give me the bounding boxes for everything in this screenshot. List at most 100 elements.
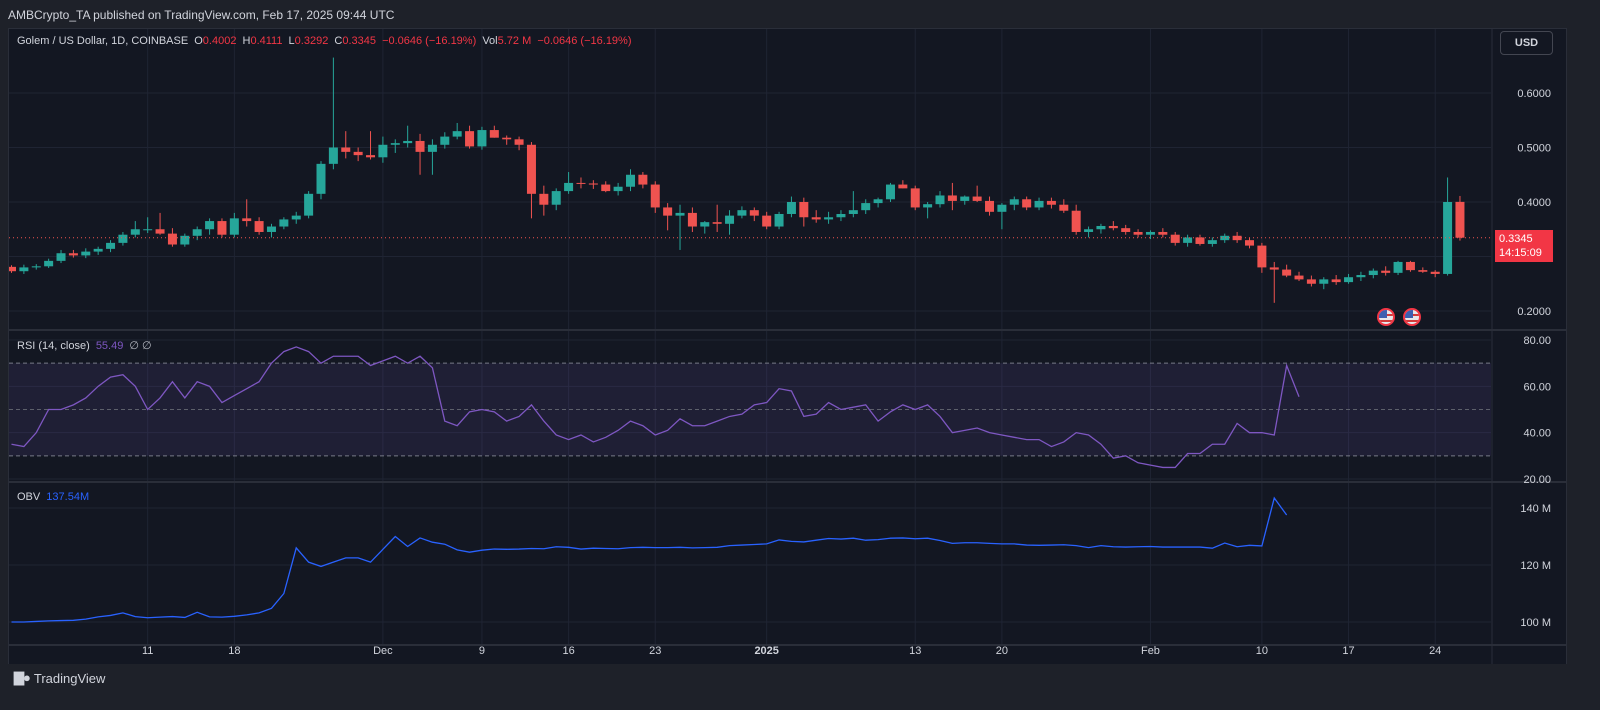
currency-button[interactable]: USD [1500,31,1553,55]
rsi-legend[interactable]: RSI (14, close) 55.49 ∅ ∅ [17,339,155,352]
candle-body [106,242,116,249]
x-axis-label: 18 [228,645,240,657]
candle-body [167,233,177,245]
candle-body [266,226,276,232]
bar-countdown: 14:15:09 [1499,247,1542,259]
candle-body [81,251,91,256]
obv-value: 137.54M [46,491,90,503]
candle-body [1096,225,1106,230]
bottom-bar [0,664,1600,710]
volume-change: −0.0646 (−16.19%) [537,35,632,47]
candle-body [118,234,128,243]
candle-body [378,144,388,158]
obv-title: OBV [17,491,41,503]
tradingview-logo[interactable]: ▇● TradingView [14,670,105,686]
candle-body [960,196,970,201]
candle-body [254,221,264,232]
candle-body [341,147,351,152]
tradingview-logo-icon: ▇● [14,670,31,685]
candle-body [799,202,809,218]
candle-body [923,204,933,208]
candle-body [1331,279,1341,283]
obv-legend[interactable]: OBV 137.54M [17,491,92,503]
candle-body [613,186,623,192]
candle-body [687,212,697,227]
candle-body [489,130,499,138]
candle-body [1121,228,1131,232]
candle-body [1170,234,1180,243]
price-tick-label: 0.4000 [1517,197,1551,209]
candle-body [514,139,524,145]
candle-body [93,248,103,252]
candle-body [564,182,574,192]
candle-body [427,144,437,152]
candle-body [1418,270,1428,272]
candle-body [465,131,475,147]
candle-body [1034,200,1044,208]
candle-body [737,210,747,216]
top-bar: AMBCrypto_TA published on TradingView.co… [0,0,1600,28]
candle-body [390,143,400,145]
x-axis-label: 17 [1342,645,1354,657]
rsi-tick-label: 80.00 [1523,335,1551,347]
candle-body [1344,277,1354,283]
candle-body [1220,235,1230,241]
candle-body [1207,240,1217,244]
candle-body [675,212,685,216]
candle-body [848,210,858,214]
rsi-tick-label: 20.00 [1523,474,1551,486]
candle-body [229,218,239,235]
candle-body [217,221,227,235]
x-axis-label: 11 [142,645,153,657]
candle-body [155,229,165,234]
symbol-legend[interactable]: Golem / US Dollar, 1D, COINBASE O0.4002 … [17,35,635,47]
candle-body [56,253,66,261]
price-tick-label: 0.5000 [1517,143,1551,155]
candle-body [774,213,784,227]
rsi-tick-label: 40.00 [1523,428,1551,440]
candle-body [1368,270,1378,276]
candle-body [1306,279,1316,284]
rsi-band-fill [9,363,1491,456]
chart-frame[interactable]: 0.20000.30000.40000.50000.600020.0040.00… [8,28,1567,665]
high-label: H [242,35,251,47]
candle-body [1443,202,1453,274]
x-axis-label: 10 [1256,645,1268,657]
candle-body [1356,275,1366,278]
candle-body [811,217,821,220]
us-flag-event-icon[interactable] [1377,308,1395,326]
candle-body [291,215,301,220]
candle-body [180,235,190,245]
candle-body [1133,231,1143,235]
obv-tick-label: 140 M [1520,503,1551,515]
candle-body [985,200,995,212]
obv-line [11,496,1288,623]
x-axis-label: 20 [996,645,1008,657]
candle-body [861,203,871,211]
symbol-name[interactable]: Golem / US Dollar, 1D, COINBASE [17,35,189,47]
candle-body [477,130,487,147]
chart-canvas[interactable]: 0.20000.30000.40000.50000.600020.0040.00… [9,29,1566,664]
candle-body [1158,231,1168,235]
candle-body [972,196,982,201]
x-axis-label: 16 [562,645,574,657]
candle-body [836,213,846,218]
candle-body [1381,270,1391,273]
volume-value: 5.72 M [497,35,532,47]
candle-body [1245,240,1254,246]
candle-body [366,155,376,158]
candle-body [130,229,140,235]
publisher-caption: AMBCrypto_TA published on TradingView.co… [8,8,395,22]
obv-tick-label: 120 M [1520,560,1551,572]
grid-layer [9,29,1566,664]
candle-body [242,218,252,222]
obv-layer [11,496,1288,623]
candle-body [997,204,1007,212]
high-value: 0.4111 [250,35,283,47]
candle-body [192,229,202,236]
candle-body [885,184,895,200]
candle-body [1108,225,1118,229]
rsi-extra: ∅ ∅ [129,340,152,352]
us-flag-event-icon[interactable] [1403,308,1421,326]
candle-body [762,215,772,227]
